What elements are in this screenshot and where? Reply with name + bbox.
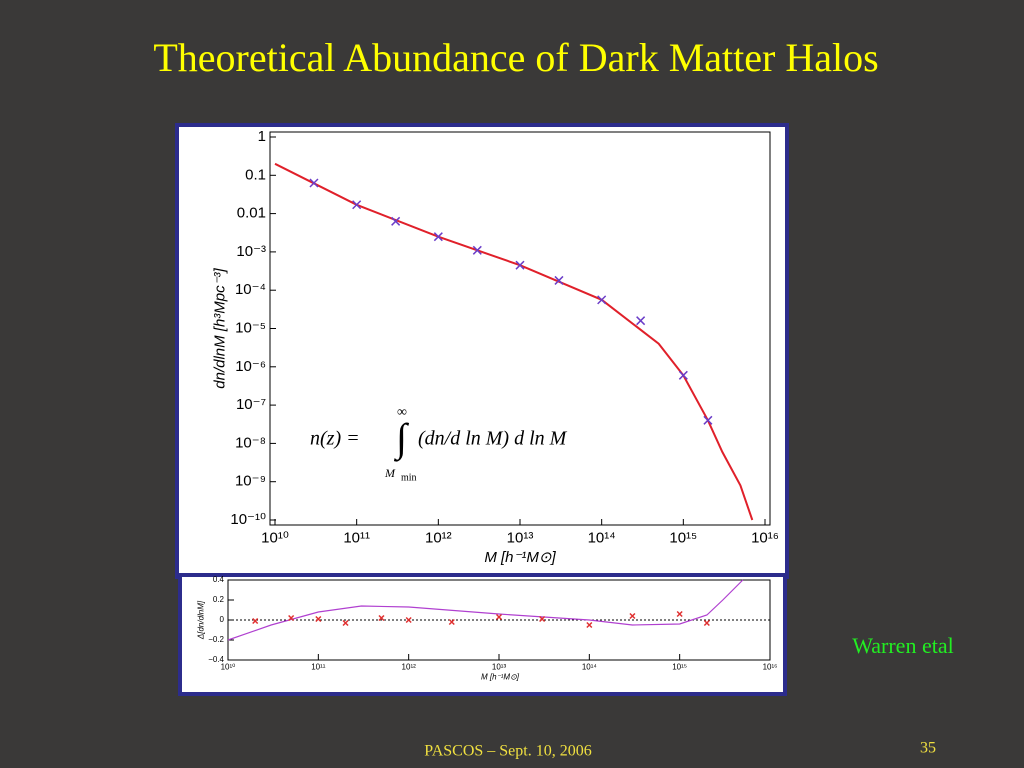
data-point [405,616,412,624]
data-point [703,415,713,425]
data-point [309,178,319,188]
x-tick-label: 10¹³ [492,662,507,671]
y-axis-label: Δ[dn/dlnM] [197,600,206,640]
formula-lhs: n(z) = [310,428,360,450]
data-point [342,619,349,627]
x-tick-label: 10¹⁴ [588,529,616,546]
x-axis-label: M [h⁻¹M⊙] [481,673,520,682]
y-tick-label: 10⁻⁷ [236,396,266,413]
formula-lower-sub: min [401,472,417,483]
curve [274,162,754,521]
y-tick-label: 0.4 [213,575,225,584]
credit: Warren etal [852,633,953,658]
x-tick-label: 10¹³ [507,529,534,546]
y-tick-label: 0.1 [245,166,266,183]
y-tick-label: 0.2 [213,595,225,604]
data-point [703,619,710,627]
x-tick-label: 10¹² [425,529,452,546]
x-tick-label: 10¹⁶ [763,662,778,671]
y-tick-label: −0.4 [208,655,224,664]
data-point [288,614,295,622]
formula-lower: M [384,466,396,480]
page-number: 35 [920,740,936,757]
data-point [315,615,322,623]
x-axis-label: M [h⁻¹M⊙] [484,549,556,566]
data-point [676,610,683,618]
y-tick-label: 10⁻⁴ [235,281,266,298]
y-tick-label: 10⁻⁶ [235,358,266,375]
formula-upper: ∞ [397,405,407,420]
data-point [597,295,607,305]
y-tick-label: 10⁻⁸ [235,434,266,451]
formula-integral: ∫ [393,415,410,462]
formula-integrand: (dn/d ln M) d ln M [418,428,568,450]
data-point [433,232,443,242]
slide-title: Theoretical Abundance of Dark Matter Hal… [153,35,878,80]
data-point [391,216,401,226]
x-tick-label: 10¹⁰ [221,662,236,671]
data-point [352,200,362,210]
y-tick-label: 10⁻⁵ [235,319,266,336]
x-tick-label: 10¹⁶ [751,529,779,546]
data-point [378,614,385,622]
data-point [472,245,482,255]
residual-frame [178,573,787,696]
footer: PASCOS – Sept. 10, 2006 [424,743,591,760]
data-point [539,615,546,623]
y-tick-label: −0.2 [208,635,224,644]
x-tick-label: 10¹⁴ [582,662,598,671]
x-tick-label: 10¹¹ [343,529,370,546]
y-axis-label: dn/dlnM [h³Mpc⁻³] [211,267,228,388]
data-point [554,275,564,285]
x-tick-label: 10¹¹ [311,662,326,671]
y-tick-label: 10⁻³ [236,243,266,260]
x-tick-label: 10¹⁰ [261,529,289,546]
x-tick-label: 10¹⁵ [669,529,697,546]
chart-frame [175,123,789,579]
data-point [678,370,688,380]
x-tick-label: 10¹⁵ [672,662,687,671]
y-tick-label: 0.01 [237,205,266,222]
data-point [629,612,636,620]
data-point [515,260,525,270]
y-tick-label: 10⁻⁹ [235,473,266,490]
data-point [252,617,259,625]
data-point [636,316,646,326]
x-tick-label: 10¹² [402,662,417,671]
y-tick-label: 10⁻¹⁰ [230,511,266,528]
data-point [448,618,455,626]
data-point [495,613,503,621]
y-tick-label: 0 [220,615,225,624]
y-tick-label: 1 [258,128,266,145]
data-point [586,621,593,629]
